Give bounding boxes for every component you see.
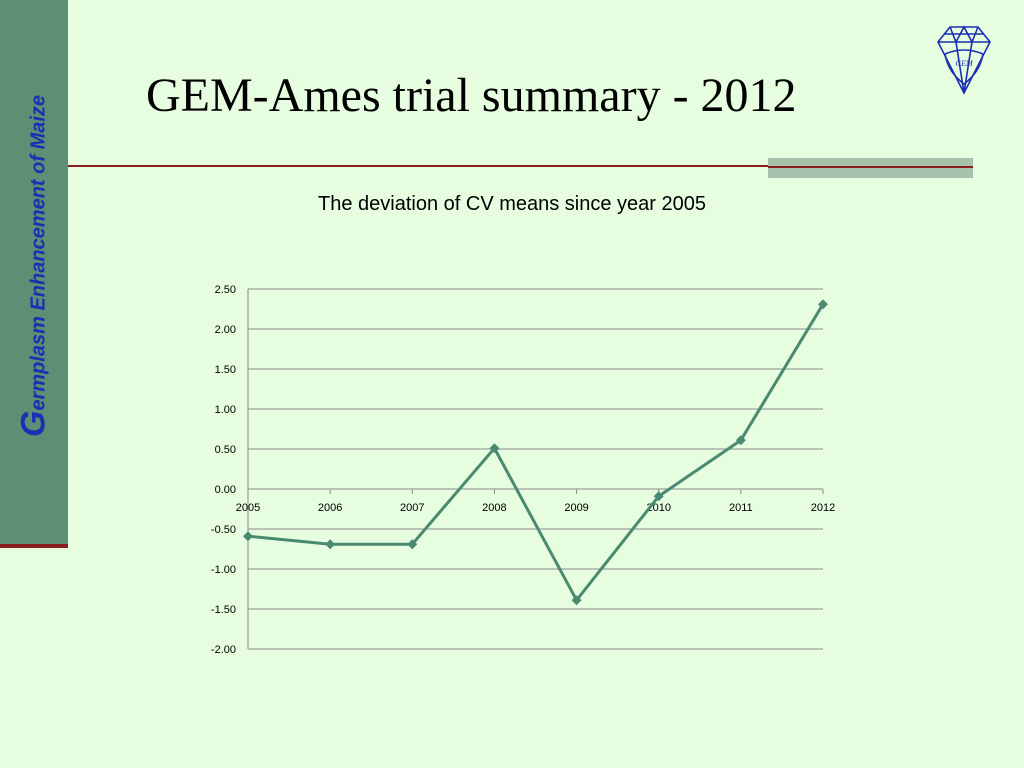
series-line <box>247 303 825 602</box>
x-tick-labels: 2005 2006 2007 2008 2009 2010 2011 2012 <box>236 502 835 514</box>
sidebar-vertical-title: Germplasm Enhancement of Maize <box>15 95 54 437</box>
header-accent-line <box>768 166 973 168</box>
x-tick-label: 2012 <box>811 502 835 514</box>
y-tick-label: 2.00 <box>215 324 236 336</box>
line-chart: 2.50 2.00 1.50 1.00 0.50 0.00 -0.50 -1.00 -1.50 -… <box>211 284 835 656</box>
chart-axes <box>247 289 824 649</box>
header-rule <box>68 165 973 167</box>
chart-title: The deviation of CV means since year 200… <box>318 193 706 215</box>
data-point <box>653 491 664 502</box>
x-tick-label: 2008 <box>482 502 506 514</box>
data-point <box>571 595 582 606</box>
data-point <box>325 539 336 550</box>
y-tick-label: -0.50 <box>211 524 236 536</box>
chart-gridlines <box>248 288 823 650</box>
x-tick-label: 2006 <box>318 502 342 514</box>
x-tick-label: 2009 <box>564 502 588 514</box>
y-tick-label: -1.50 <box>211 604 236 616</box>
data-point <box>735 435 746 446</box>
sidebar-title-rest: ermplasm Enhancement of Maize <box>27 94 50 411</box>
logo-text: GEM <box>955 59 974 68</box>
y-tick-label: 1.50 <box>215 364 236 376</box>
x-tick-label: 2007 <box>400 502 424 514</box>
x-tick-label: 2005 <box>236 502 260 514</box>
y-tick-label: 0.00 <box>215 484 236 496</box>
y-tick-label: -1.00 <box>211 564 236 576</box>
y-tick-labels: 2.50 2.00 1.50 1.00 0.50 0.00 -0.50 -1.00 -1.50 -… <box>211 284 236 656</box>
data-point <box>407 539 418 550</box>
gem-diamond-logo-icon: GEM <box>937 25 991 95</box>
x-tick-label: 2011 <box>729 502 753 514</box>
y-tick-label: 0.50 <box>215 444 236 456</box>
y-tick-label: 2.50 <box>215 284 236 296</box>
chart-series <box>243 299 828 606</box>
sidebar-initial: G <box>14 410 53 438</box>
sidebar-bottom-rule <box>0 544 68 548</box>
y-tick-label: -2.00 <box>211 644 236 656</box>
slide-title: GEM-Ames trial summary - 2012 <box>146 69 797 122</box>
y-tick-label: 1.00 <box>215 404 236 416</box>
data-point <box>243 531 253 542</box>
data-point <box>489 443 500 454</box>
sidebar-band: Germplasm Enhancement of Maize <box>0 0 68 544</box>
header-accent-band <box>768 158 973 178</box>
data-point <box>818 299 828 310</box>
